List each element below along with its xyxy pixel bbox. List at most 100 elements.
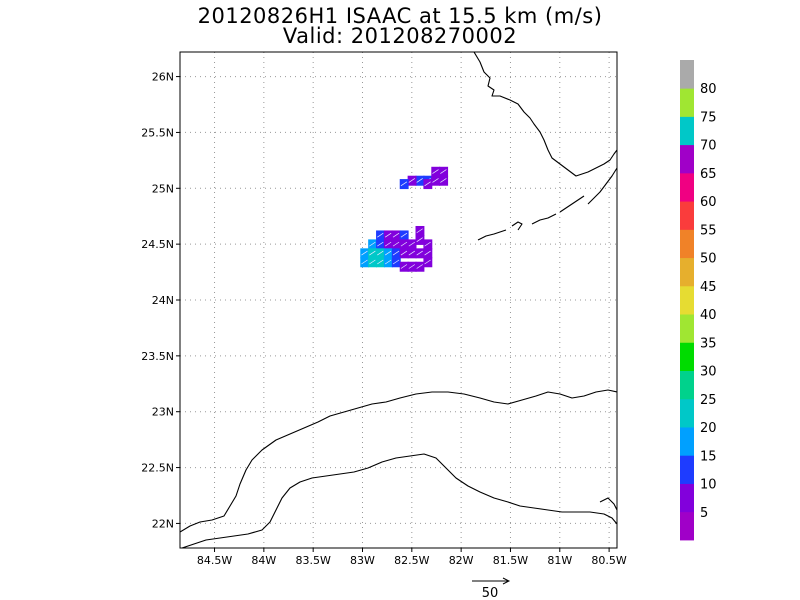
florida-keys <box>477 229 507 241</box>
colorbar-segment-1 <box>680 483 694 513</box>
latitude-tick-labels: 22N 22.5N 23N 23.5N 24N 24.5N 25N 25.5N 26N <box>141 71 180 530</box>
wind-vector <box>424 181 431 187</box>
map-gridlines <box>180 52 617 548</box>
colorbar-label: 55 <box>700 223 717 238</box>
colorbar-segment-4 <box>680 398 694 428</box>
wind-vector <box>377 232 384 238</box>
colorbar-label: 80 <box>700 82 717 97</box>
wind-vector <box>400 264 408 269</box>
colorbar-label: 10 <box>700 478 717 493</box>
wind-vector <box>408 178 416 183</box>
lat-tick-label: 25N <box>152 182 174 195</box>
colorbar-segment-13 <box>680 144 694 174</box>
lon-tick-label: 84W <box>251 554 276 567</box>
lat-tick-label: 24N <box>152 294 174 307</box>
wind-vector <box>408 241 416 247</box>
colorbar-segment-7 <box>680 314 694 343</box>
florida-coastline <box>473 52 617 177</box>
colorbar-segment-11 <box>680 201 694 230</box>
wind-vector <box>424 250 431 256</box>
longitude-tick-labels: 84.5W 84W 83.5W 83W 82.5W 82W 81.5W 81W 80.5W <box>197 548 627 567</box>
map-valid-time: Valid: 201208270002 <box>282 24 518 48</box>
colorbar-segment-9 <box>680 257 694 287</box>
lat-tick-label: 23.5N <box>141 350 174 363</box>
colorbar-segment-5 <box>680 370 694 400</box>
lon-tick-label: 83.5W <box>295 554 330 567</box>
colorbar-label: 20 <box>700 421 717 436</box>
colorbar-label: 35 <box>700 336 717 351</box>
colorbar-segment-16 <box>680 60 694 89</box>
wind-vector <box>408 250 416 256</box>
lat-tick-label: 22.5N <box>141 462 174 475</box>
colorbar-segment-2 <box>680 455 694 484</box>
wind-vector <box>369 250 376 256</box>
coastlines <box>180 52 617 548</box>
colorbar-segment-6 <box>680 342 694 371</box>
colorbar-label: 15 <box>700 449 717 464</box>
wind-vector <box>416 228 423 234</box>
lon-tick-label: 81.5W <box>493 554 528 567</box>
wind-vector <box>377 250 384 256</box>
wind-vector <box>384 259 392 265</box>
wind-vector <box>416 250 423 256</box>
wind-vector <box>416 178 423 183</box>
wind-vector <box>400 181 408 187</box>
colorbar-label: 30 <box>700 365 717 380</box>
colorbar-label: 45 <box>700 280 717 295</box>
wind-vector <box>424 259 431 265</box>
reference-arrow-head <box>502 577 511 585</box>
lon-tick-label: 80.5W <box>591 554 626 567</box>
wind-vector <box>400 250 408 256</box>
wind-vector <box>440 178 447 183</box>
lat-tick-label: 25.5N <box>141 126 174 139</box>
lat-tick-label: 26N <box>152 71 174 84</box>
biscayne-coastline <box>587 167 617 205</box>
wind-vector <box>432 169 439 174</box>
colorbar-segment-3 <box>680 427 694 456</box>
lon-tick-label: 82W <box>449 554 474 567</box>
wind-vector <box>440 169 447 174</box>
wind-vector <box>416 237 423 242</box>
colorbar-label: 60 <box>700 195 717 210</box>
wind-speed-field <box>360 166 449 272</box>
lon-tick-label: 82.5W <box>394 554 429 567</box>
wind-vector <box>384 241 392 247</box>
wind-vector <box>400 232 408 238</box>
lon-tick-label: 81W <box>547 554 572 567</box>
reference-vector: 50 <box>472 577 511 600</box>
wind-vector <box>392 259 400 265</box>
wind-vector <box>384 232 392 238</box>
lon-tick-label: 83W <box>350 554 375 567</box>
colorbar-label: 25 <box>700 393 717 408</box>
wind-vector <box>384 250 392 256</box>
wind-vector <box>361 259 368 265</box>
wind-vector <box>361 250 368 256</box>
isla-de-la-juventud <box>599 497 617 511</box>
colorbar-segment-12 <box>680 172 694 202</box>
colorbar-segment-15 <box>680 88 694 117</box>
wind-vector <box>400 241 408 247</box>
colorbar-label: 70 <box>700 139 717 154</box>
cuba-south-coastline <box>181 453 617 548</box>
wind-vector <box>416 264 423 269</box>
wind-vector <box>369 241 376 247</box>
wind-vector <box>369 259 376 265</box>
wind-vector <box>377 259 384 265</box>
wind-vector <box>377 241 384 247</box>
colorbar: 5 10 15 20 25 30 35 40 45 50 55 60 65 70 75 80 <box>680 60 717 541</box>
colorbar-label: 5 <box>700 506 708 521</box>
wind-vector <box>432 178 439 183</box>
colorbar-label: 50 <box>700 252 717 267</box>
colorbar-segment-8 <box>680 285 694 315</box>
wind-vector <box>424 241 431 247</box>
colorbar-label: 40 <box>700 308 717 323</box>
colorbar-segment-14 <box>680 116 694 146</box>
colorbar-segment-10 <box>680 229 694 259</box>
colorbar-segment-0 <box>680 511 694 541</box>
lon-tick-label: 84.5W <box>197 554 232 567</box>
lat-tick-label: 22N <box>152 517 174 530</box>
colorbar-label: 65 <box>700 167 717 182</box>
wind-vector <box>392 241 400 247</box>
wind-vector <box>408 264 416 269</box>
